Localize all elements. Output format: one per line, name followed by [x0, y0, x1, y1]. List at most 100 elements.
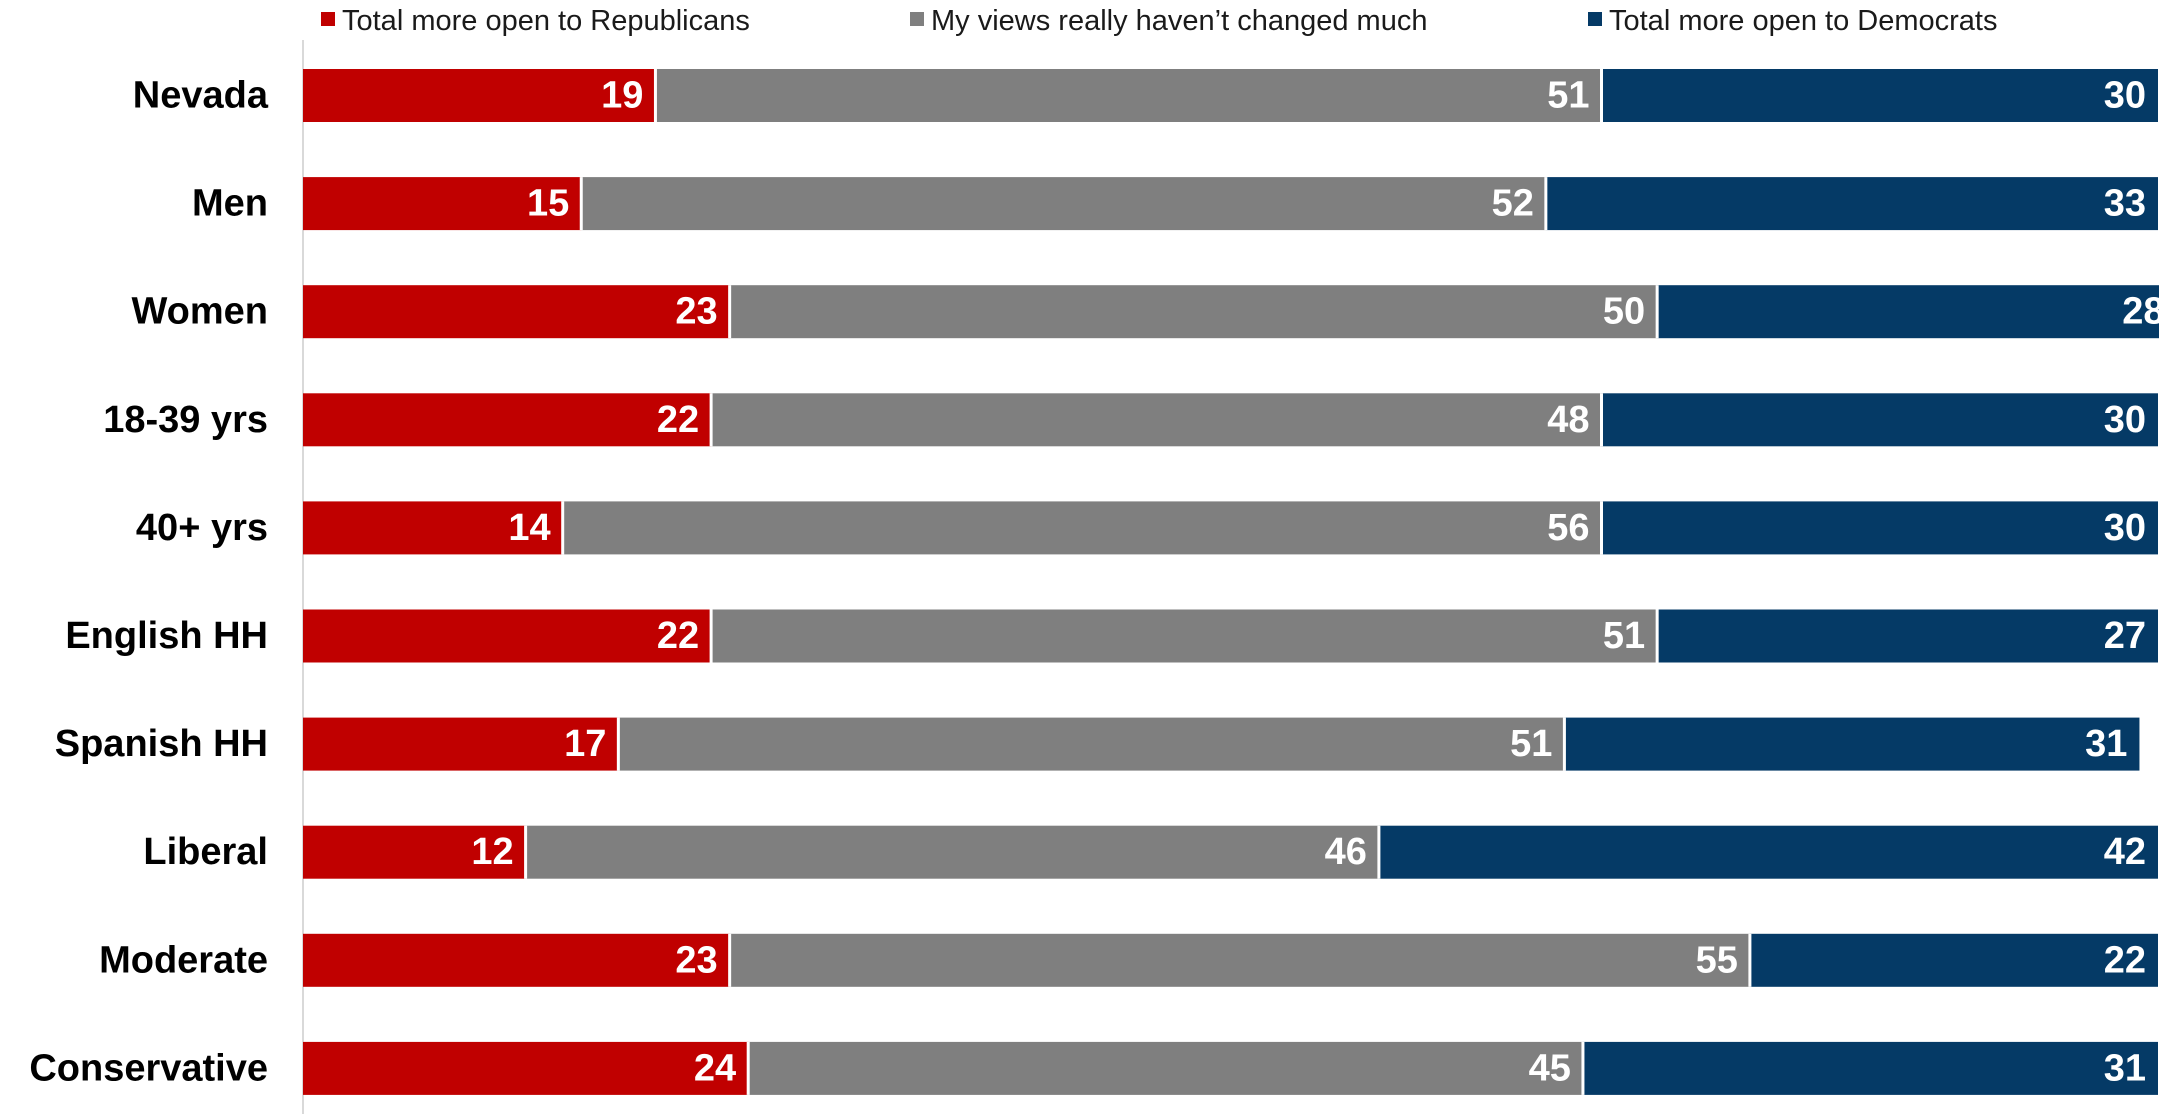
bar-segment-1 — [303, 825, 526, 879]
bar-segment-2 — [581, 177, 1546, 231]
data-label: 48 — [1547, 399, 1589, 441]
data-label: 30 — [2104, 75, 2146, 117]
data-label: 28 — [2122, 291, 2159, 333]
bar-segment-2 — [748, 1041, 1583, 1095]
segment-separator — [1600, 393, 1603, 447]
data-label: 31 — [2085, 723, 2127, 765]
category-label: English HH — [65, 615, 268, 657]
segment-separator — [1562, 717, 1566, 771]
data-label: 45 — [1529, 1047, 1571, 1089]
bar-segment-2 — [711, 393, 1602, 447]
data-label: 23 — [675, 939, 717, 981]
bar-segment-1 — [303, 393, 712, 447]
bar-segment-2 — [525, 825, 1379, 879]
data-label: 55 — [1696, 939, 1738, 981]
legend-label: Total more open to Democrats — [1609, 5, 1997, 37]
bar-segment-1 — [303, 177, 582, 231]
category-label: Men — [192, 183, 268, 225]
bar-row-liberal: 12 46 42 — [303, 825, 2158, 879]
legend-swatch — [1588, 12, 1602, 26]
bar-segment-2 — [729, 285, 1658, 339]
bar-segment-2 — [562, 501, 1602, 555]
bar-segment-3 — [1545, 177, 2158, 231]
data-label: 24 — [694, 1047, 736, 1089]
segment-separator — [709, 393, 713, 447]
bar-row-english-hh: 22 51 27 — [303, 609, 2158, 663]
bar-segment-3 — [1657, 285, 2159, 339]
data-label: 33 — [2104, 183, 2146, 225]
data-label: 51 — [1547, 75, 1589, 117]
segment-separator — [1655, 285, 1659, 339]
data-label: 46 — [1325, 831, 1367, 873]
bar-segment-1 — [303, 69, 656, 122]
chart-legend: Total more open to Republicans My views r… — [321, 5, 1997, 37]
data-label: 42 — [2104, 831, 2146, 873]
bar-segment-3 — [1749, 933, 2158, 987]
legend-label: Total more open to Republicans — [342, 5, 750, 37]
data-label: 51 — [1603, 615, 1645, 657]
category-label: Nevada — [133, 75, 269, 117]
segment-separator — [1581, 1041, 1585, 1095]
segment-separator — [1748, 933, 1752, 987]
category-label: 18-39 yrs — [103, 399, 268, 441]
data-label: 30 — [2104, 507, 2146, 549]
segment-separator — [1377, 825, 1381, 879]
category-label: 40+ yrs — [136, 507, 268, 549]
data-label: 31 — [2104, 1047, 2146, 1089]
data-label: 23 — [675, 291, 717, 333]
bar-row-nevada: 19 51 30 — [303, 69, 2158, 122]
data-label: 56 — [1547, 507, 1589, 549]
bar-segment-3 — [1601, 501, 2158, 555]
segment-separator — [728, 933, 732, 987]
bar-row-men: 15 52 33 — [303, 177, 2158, 231]
bar-segment-2 — [618, 717, 1565, 771]
category-label: Conservative — [29, 1047, 268, 1089]
data-label: 27 — [2104, 615, 2146, 657]
segment-separator — [1544, 177, 1548, 231]
segment-separator — [746, 1041, 750, 1095]
bar-segment-2 — [729, 933, 1750, 987]
category-labels: Nevada Men Women 18-39 yrs 40+ yrs English HH… — [29, 75, 269, 1090]
bar-segment-2 — [655, 69, 1602, 122]
bar-area: 19 51 30 15 52 33 23 50 28 22 48 30 14 56 30 22 51 27 17 51… — [303, 69, 2159, 1095]
segment-separator — [1600, 501, 1603, 555]
bar-row-spanish-hh: 17 51 31 — [303, 717, 2140, 771]
bar-row-18-39-yrs: 22 48 30 — [303, 393, 2158, 447]
bar-segment-1 — [303, 609, 712, 663]
data-label: 51 — [1510, 723, 1552, 765]
bar-segment-1 — [303, 933, 730, 987]
segment-separator — [709, 609, 713, 663]
bar-segment-3 — [1378, 825, 2158, 879]
bar-segment-3 — [1601, 393, 2158, 447]
bar-segment-1 — [303, 1041, 749, 1095]
segment-separator — [1655, 609, 1659, 663]
category-label: Spanish HH — [55, 723, 268, 765]
data-label: 30 — [2104, 399, 2146, 441]
bar-segment-3 — [1601, 69, 2158, 122]
data-label: 15 — [527, 183, 569, 225]
legend-swatch — [321, 12, 335, 26]
category-label: Liberal — [143, 831, 268, 873]
bar-segment-1 — [303, 501, 563, 555]
legend-swatch — [910, 12, 924, 26]
data-label: 50 — [1603, 291, 1645, 333]
bar-segment-3 — [1582, 1041, 2158, 1095]
segment-separator — [561, 501, 565, 555]
bar-segment-1 — [303, 717, 619, 771]
data-label: 12 — [471, 831, 513, 873]
legend-item-3: Total more open to Democrats — [1588, 5, 1997, 37]
bar-segment-3 — [1657, 609, 2158, 663]
data-label: 19 — [601, 75, 643, 117]
data-label: 52 — [1492, 183, 1534, 225]
bar-row-conservative: 24 45 31 — [303, 1041, 2158, 1095]
bar-segment-1 — [303, 285, 730, 339]
segment-separator — [728, 285, 732, 339]
legend-item-1: Total more open to Republicans — [321, 5, 750, 37]
data-label: 22 — [657, 615, 699, 657]
data-label: 14 — [508, 507, 550, 549]
segment-separator — [653, 69, 657, 122]
bar-row-women: 23 50 28 — [303, 285, 2159, 339]
bar-row-40-yrs: 14 56 30 — [303, 501, 2158, 555]
segment-separator — [524, 825, 528, 879]
